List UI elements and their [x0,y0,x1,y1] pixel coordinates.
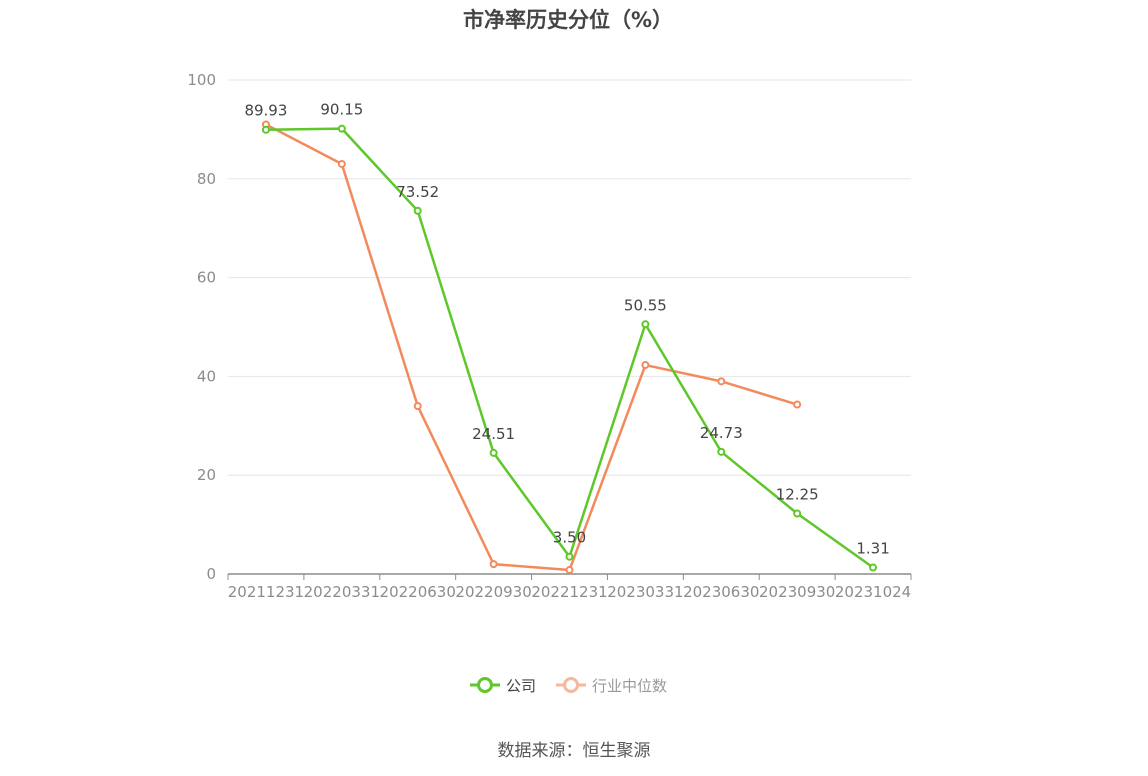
x-tick-label: 20230331 [607,583,683,601]
legend: 公司 行业中位数 [470,674,687,696]
legend-company-marker-icon [470,677,500,693]
chart-title: 市净率历史分位（%） [462,8,674,32]
data-point-company [869,563,878,572]
x-tick-label: 20220930 [455,583,531,601]
data-label-company: 3.50 [553,529,586,547]
data-label-company: 24.51 [472,425,515,443]
data-source: 数据来源：恒生聚源 [497,741,651,761]
data-label-company: 73.52 [396,183,439,201]
data-point-industry [337,159,346,168]
data-point-industry [413,402,422,411]
data-point-company [337,124,346,133]
data-point-industry [641,361,650,370]
data-label-company: 24.73 [700,424,743,442]
y-tick-label: 60 [197,269,216,287]
data-label-company: 12.25 [776,485,819,503]
data-point-industry [565,566,574,575]
data-point-company [565,552,574,561]
data-point-company [489,448,498,457]
legend-item-company[interactable]: 公司 [470,675,536,696]
x-axis-labels: 20211231 20220331 20220630 20220930 20221231… [228,583,911,601]
x-tick-label: 20211231 [228,583,304,601]
data-point-company [413,206,422,215]
data-label-company: 1.31 [856,540,889,558]
data-label-company: 89.93 [244,102,287,120]
y-axis-labels: 0 20 40 60 80 100 [187,71,216,583]
legend-item-industry[interactable]: 行业中位数 [556,675,667,696]
y-tick-label: 100 [187,71,216,89]
x-tick-label: 20220630 [380,583,456,601]
x-tick-label: 20231024 [835,583,911,601]
legend-label-industry: 行业中位数 [592,676,668,695]
x-tick-label: 20230930 [759,583,835,601]
legend-label-company: 公司 [506,676,537,695]
data-point-company [717,447,726,456]
data-label-company: 50.55 [624,296,667,314]
x-tick-label: 20221231 [531,583,607,601]
x-tick-label: 20230630 [683,583,759,601]
data-point-company [641,320,650,329]
y-tick-label: 80 [197,170,216,188]
data-point-industry [793,400,802,409]
data-point-industry [489,560,498,569]
data-labels: 89.93 90.15 73.52 24.51 3.50 50.55 24.73 12.25 1… [244,101,889,558]
data-point-company [793,509,802,518]
legend-industry-marker-icon [556,677,587,693]
grid-lines [228,79,911,476]
y-tick-label: 40 [197,367,216,385]
data-point-industry [717,377,726,386]
x-tick-label: 20220331 [304,583,380,601]
x-axis [227,573,912,580]
data-label-company: 90.15 [320,101,363,119]
series-line-industry [265,123,798,572]
y-tick-label: 0 [206,565,216,583]
data-point-company [261,125,270,134]
y-tick-label: 20 [197,466,216,484]
series-points [261,120,878,575]
